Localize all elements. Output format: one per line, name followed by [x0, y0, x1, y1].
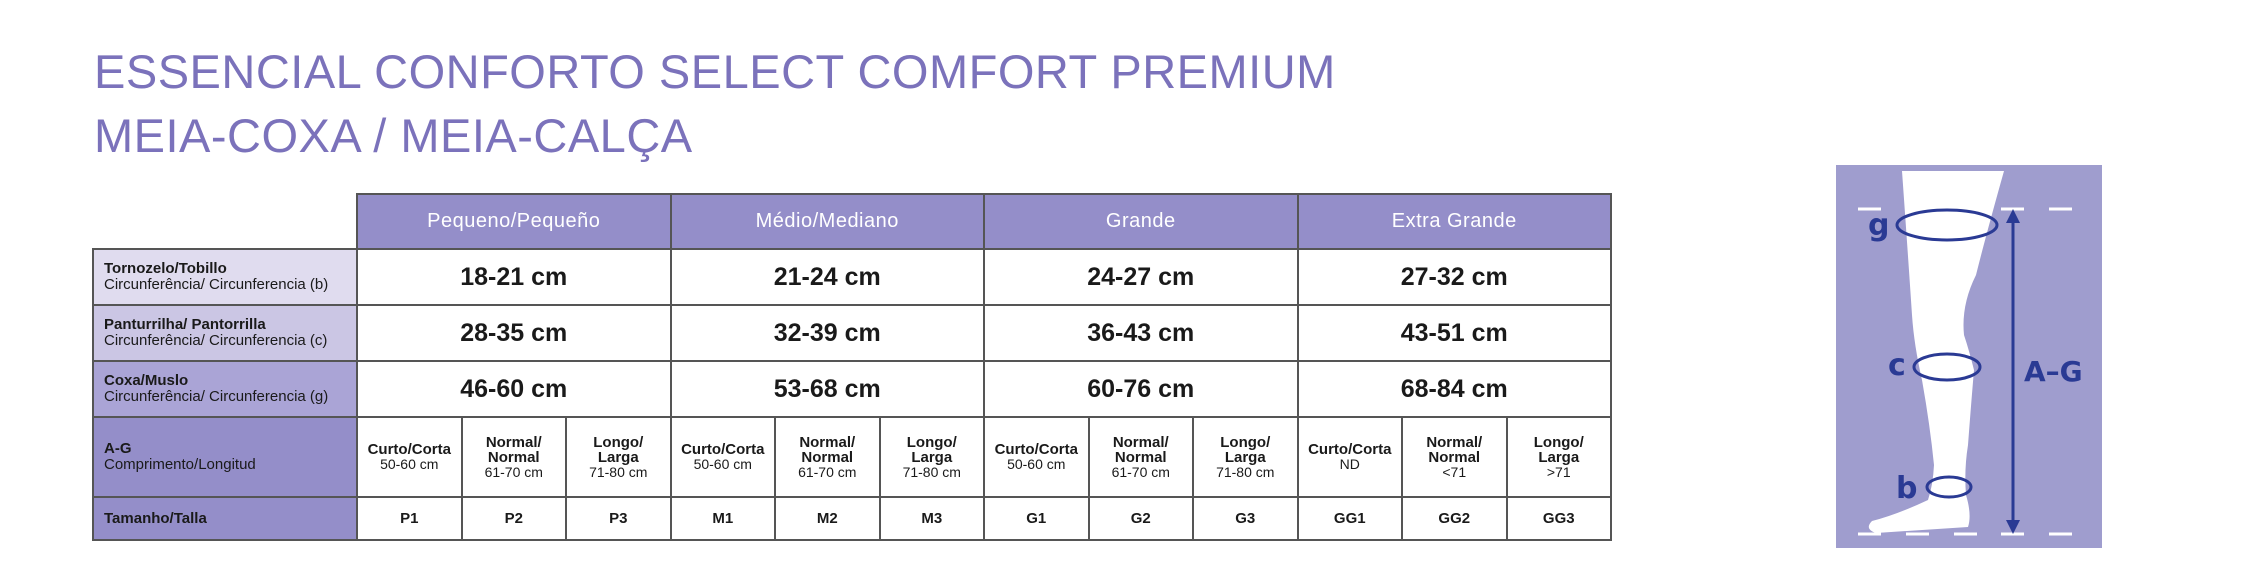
- row-label-title: A-G: [104, 440, 132, 457]
- row-label-sub: Circunferência/ Circunferencia (c): [104, 332, 328, 349]
- row-label: A-G Comprimento/Longitud: [92, 416, 358, 498]
- row-label-sub: Circunferência/ Circunferencia (b): [104, 276, 329, 293]
- measure-cell: 43-51 cm: [1296, 304, 1612, 362]
- length-value: 71-80 cm: [902, 463, 961, 480]
- size-header: Pequeno/Pequeño: [356, 193, 672, 250]
- length-name: Longo/ Larga: [1220, 433, 1271, 466]
- length-value: 71-80 cm: [1216, 463, 1275, 480]
- length-name: Normal/ Normal: [1112, 433, 1169, 466]
- measure-cell: 28-35 cm: [356, 304, 672, 362]
- page-title: ESSENCIAL CONFORTO SELECT COMFORT PREMIU…: [94, 40, 1336, 168]
- label-length: A–G: [2024, 355, 2083, 388]
- row-label-title: Coxa/Muslo: [104, 372, 189, 389]
- label-c: c: [1888, 348, 1906, 383]
- measure-cell: 68-84 cm: [1296, 360, 1612, 418]
- length-value: 50-60 cm: [1007, 456, 1066, 472]
- length-cell: Longo/ Larga 71-80 cm: [1192, 416, 1299, 498]
- length-value: 71-80 cm: [589, 463, 648, 480]
- length-value: 50-60 cm: [693, 456, 752, 472]
- measure-cell: 24-27 cm: [983, 248, 1299, 306]
- length-cell: Normal/ Normal 61-70 cm: [460, 416, 567, 498]
- leg-diagram: g c b A–G: [1836, 165, 2102, 548]
- length-cell: Curto/Corta ND: [1296, 416, 1403, 498]
- table-row: Panturrilha/ Pantorrilla Circunferência/ …: [92, 304, 1612, 362]
- length-cell: Longo/ Larga >71: [1505, 416, 1612, 498]
- size-code: GG3: [1505, 496, 1612, 541]
- length-name: Normal/ Normal: [1426, 433, 1483, 466]
- measure-cell: 60-76 cm: [983, 360, 1299, 418]
- length-name: Curto/Corta: [1308, 441, 1392, 458]
- length-name: Longo/ Larga: [906, 433, 957, 466]
- length-value: 61-70 cm: [1111, 463, 1170, 480]
- leg-silhouette: [1868, 171, 2004, 533]
- size-code: P3: [565, 496, 672, 541]
- size-code: GG2: [1401, 496, 1508, 541]
- row-label: Tamanho/Talla: [92, 496, 358, 541]
- table-row: Tornozelo/Tobillo Circunferência/ Circunf…: [92, 248, 1612, 306]
- size-code: M3: [878, 496, 985, 541]
- measure-cell: 53-68 cm: [669, 360, 985, 418]
- size-header: Grande: [983, 193, 1299, 250]
- length-cell: Longo/ Larga 71-80 cm: [878, 416, 985, 498]
- size-code: P1: [356, 496, 463, 541]
- size-chart-table: Pequeno/Pequeño Médio/Mediano Grande Ext…: [92, 193, 1612, 541]
- measure-cell: 21-24 cm: [669, 248, 985, 306]
- length-name: Curto/Corta: [994, 441, 1078, 458]
- length-value: 50-60 cm: [380, 456, 439, 472]
- length-value: 61-70 cm: [484, 463, 543, 480]
- length-name: Longo/ Larga: [1533, 433, 1584, 466]
- size-header: Extra Grande: [1296, 193, 1612, 250]
- length-cell: Longo/ Larga 71-80 cm: [565, 416, 672, 498]
- length-name: Curto/Corta: [681, 441, 765, 458]
- measure-cell: 36-43 cm: [983, 304, 1299, 362]
- measure-cell: 18-21 cm: [356, 248, 672, 306]
- measure-cell: 32-39 cm: [669, 304, 985, 362]
- size-code: GG1: [1296, 496, 1403, 541]
- length-name: Curto/Corta: [367, 441, 451, 458]
- length-cell: Curto/Corta 50-60 cm: [983, 416, 1090, 498]
- row-label-title: Panturrilha/ Pantorrilla: [104, 316, 266, 333]
- row-label: Coxa/Muslo Circunferência/ Circunferencia…: [92, 360, 358, 418]
- length-cell: Curto/Corta 50-60 cm: [356, 416, 463, 498]
- size-code: G2: [1087, 496, 1194, 541]
- length-name: Normal/ Normal: [799, 433, 856, 466]
- row-label-sub: Circunferência/ Circunferencia (g): [104, 388, 329, 405]
- length-value: ND: [1339, 456, 1360, 472]
- length-cell: Normal/ Normal 61-70 cm: [1087, 416, 1194, 498]
- size-code: P2: [460, 496, 567, 541]
- length-cell: Normal/ Normal <71: [1401, 416, 1508, 498]
- size-code: G1: [983, 496, 1090, 541]
- size-code: M2: [774, 496, 881, 541]
- corner-cell: [93, 194, 357, 250]
- length-cell: Normal/ Normal 61-70 cm: [774, 416, 881, 498]
- title-line-2: MEIA-COXA / MEIA-CALÇA: [94, 109, 693, 162]
- length-cell: Curto/Corta 50-60 cm: [669, 416, 776, 498]
- table-row-length: A-G Comprimento/Longitud Curto/Corta 50-60…: [92, 416, 1612, 498]
- row-label: Tornozelo/Tobillo Circunferência/ Circunf…: [92, 248, 358, 306]
- size-header: Médio/Mediano: [669, 193, 985, 250]
- row-label-sub: Comprimento/Longitud: [104, 456, 256, 473]
- table-row-size: Tamanho/Talla P1 P2 P3 M1 M2 M3 G1 G2 G3 GG1 GG2 GG…: [92, 496, 1612, 541]
- title-line-1: ESSENCIAL CONFORTO SELECT COMFORT PREMIU…: [94, 45, 1336, 98]
- measure-cell: 27-32 cm: [1296, 248, 1612, 306]
- length-value: >71: [1546, 463, 1571, 480]
- length-name: Longo/ Larga: [593, 433, 644, 466]
- length-name: Normal/ Normal: [485, 433, 542, 466]
- size-code: G3: [1192, 496, 1299, 541]
- row-label-title: Tornozelo/Tobillo: [104, 260, 227, 277]
- measure-cell: 46-60 cm: [356, 360, 672, 418]
- length-value: <71: [1442, 463, 1467, 480]
- row-label: Panturrilha/ Pantorrilla Circunferência/ …: [92, 304, 358, 362]
- table-row: Coxa/Muslo Circunferência/ Circunferencia…: [92, 360, 1612, 418]
- label-b: b: [1896, 471, 1917, 506]
- label-g: g: [1868, 208, 1889, 243]
- length-value: 61-70 cm: [798, 463, 857, 480]
- size-code: M1: [669, 496, 776, 541]
